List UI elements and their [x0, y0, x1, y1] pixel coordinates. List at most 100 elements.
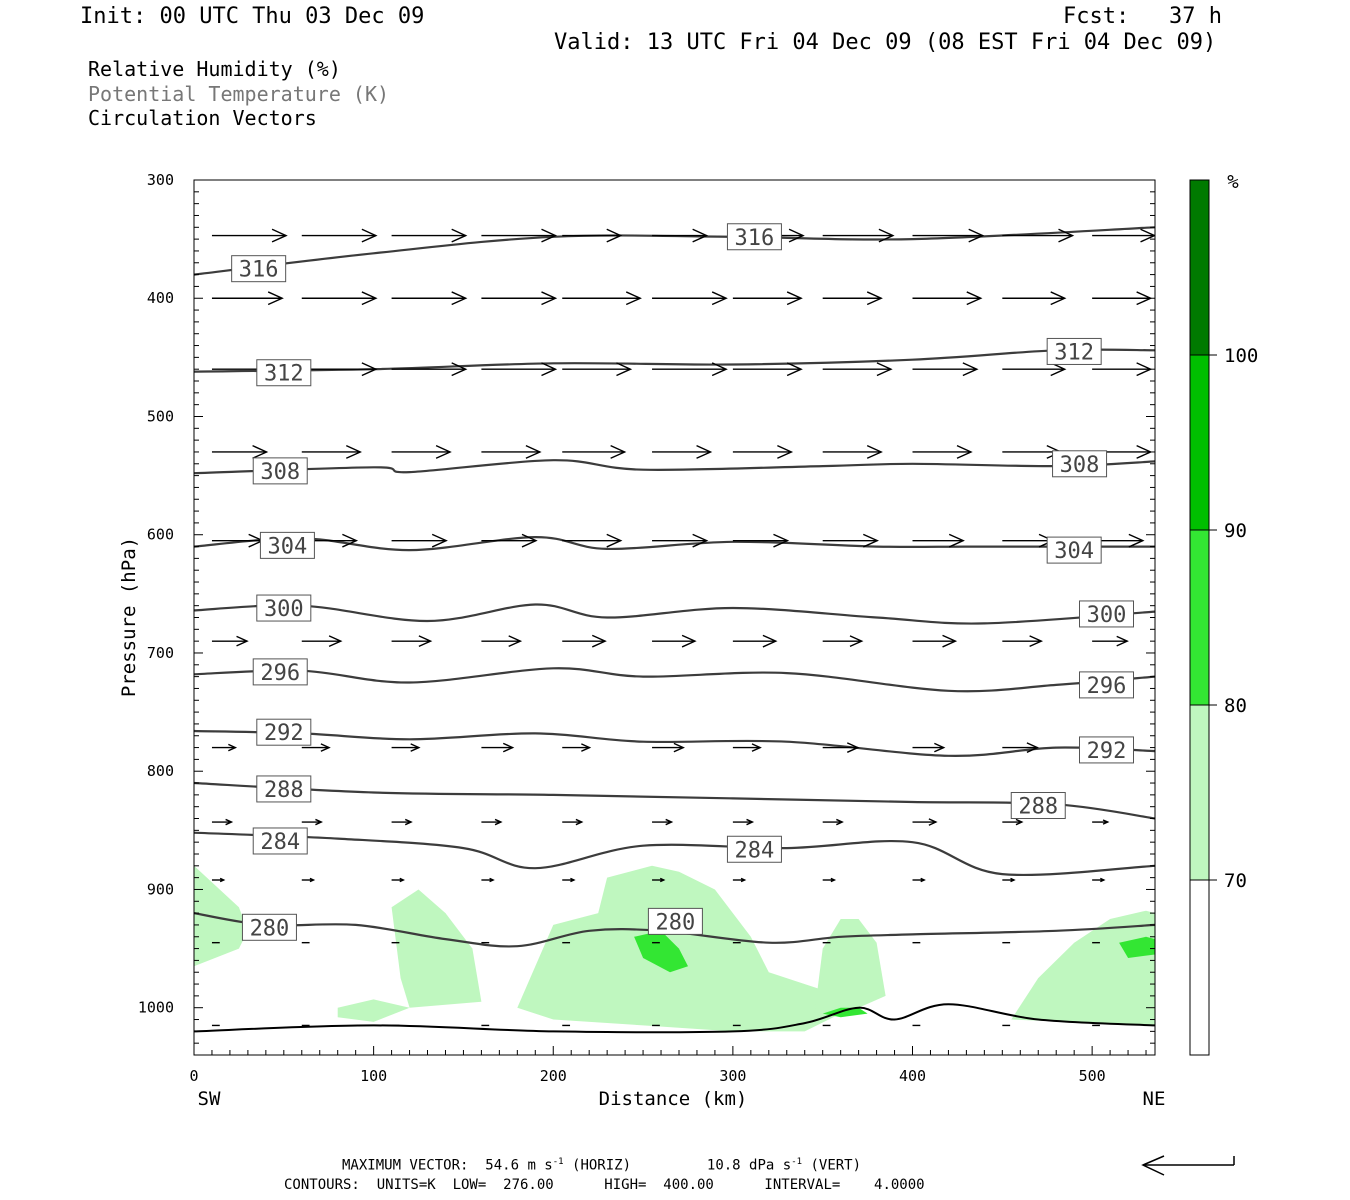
contour-label-292: 292: [1079, 736, 1135, 764]
rh-region-70-1: [391, 889, 482, 1008]
colorbar-level-label: 70: [1224, 870, 1247, 892]
vector-arrow: [562, 445, 627, 459]
vector-arrow: [652, 634, 697, 648]
valid-time: Valid: 13 UTC Fri 04 Dec 09 (08 EST Fri …: [554, 30, 1217, 55]
rh-shading: [194, 865, 1155, 1032]
contour-label-284: 284: [252, 827, 308, 855]
isentropes: [194, 226, 1155, 948]
vector-arrow: [562, 291, 642, 306]
vector-arrow: [912, 228, 985, 243]
y-tick-label: 400: [147, 289, 174, 307]
max-vector-line: MAXIMUM VECTOR: 54.6 m s-1 (HORIZ) 10.8 …: [342, 1157, 862, 1174]
vector-arrow: [1092, 877, 1106, 883]
contour-label-308: 308: [252, 457, 308, 485]
contour-label-280: 280: [647, 907, 703, 935]
x-tick-label: 400: [899, 1067, 926, 1085]
contour-label-316: 316: [231, 255, 287, 283]
vector-arrow: [1002, 742, 1040, 753]
vector-arrow: [732, 743, 762, 752]
vector-arrow: [652, 228, 709, 243]
contour-label-316: 316: [726, 223, 782, 251]
x-tick-label: 100: [360, 1067, 387, 1085]
colorbar-frame: [1189, 179, 1210, 1056]
vector-arrow: [652, 742, 685, 753]
contour-label-text: 296: [1087, 674, 1127, 699]
contour-label-300: 300: [256, 594, 312, 622]
y-axis-label: Pressure (hPa): [118, 537, 140, 697]
vector-arrow: [652, 533, 709, 548]
contours-info: CONTOURS: UNITS=K LOW= 276.00 HIGH= 400.…: [284, 1177, 925, 1193]
vector-arrow: [912, 533, 965, 548]
vector-arrow: [912, 877, 926, 883]
contour-label-text: 280: [250, 916, 290, 941]
vector-arrow: [1092, 635, 1129, 647]
vector-arrow: [652, 362, 728, 377]
vector-arrow: [301, 228, 378, 243]
x-tick-label: 200: [540, 1067, 567, 1085]
vector-arrow: [301, 362, 378, 377]
isentrope-296: [194, 667, 1155, 693]
init-time: Init: 00 UTC Thu 03 Dec 09: [80, 4, 425, 29]
vector-arrow: [481, 362, 558, 377]
x-tick-label: 500: [1079, 1067, 1106, 1085]
vector-arrow: [301, 291, 378, 306]
vector-arrow: [1002, 362, 1067, 377]
vector-arrow: [481, 877, 495, 883]
vector-arrow: [211, 743, 238, 752]
colorbar-level-label: 80: [1224, 695, 1247, 717]
horiz-unit: (HORIZ): [572, 1157, 632, 1174]
colorbar: 70 80 90 100: [1189, 179, 1258, 1056]
vector-arrow: [301, 445, 362, 459]
vector-arrow: [822, 228, 895, 243]
contour-label-300: 300: [1079, 600, 1135, 628]
vector-arrow: [1002, 818, 1024, 826]
vector-arrow: [301, 818, 323, 826]
contour-label-text: 316: [239, 258, 279, 283]
vector-arrow: [391, 818, 413, 826]
contour-label-text: 312: [1054, 340, 1094, 365]
vector-arrow: [1002, 877, 1016, 883]
vector-arrow: [732, 818, 755, 826]
forecast-hour: Fcst: 37 h: [1063, 4, 1222, 29]
vector-arrow: [481, 818, 503, 826]
field-rh-label: Relative Humidity (%): [88, 57, 341, 81]
x-tick-label: 300: [719, 1067, 746, 1085]
vector-arrow: [912, 742, 946, 753]
contour-label-text: 312: [264, 362, 304, 387]
rh-region-70-0: [194, 865, 248, 967]
vector-arrow: [391, 635, 433, 648]
vector-arrow: [391, 228, 468, 243]
vector-arrow: [481, 635, 523, 648]
vector-arrow: [822, 742, 860, 753]
contour-label-text: 280: [656, 910, 696, 935]
isentrope-292: [194, 729, 1155, 757]
rh-region-70-3: [813, 919, 886, 1020]
vector-arrow: [391, 743, 421, 752]
contour-label-text: 304: [1054, 539, 1094, 564]
vector-arrow: [481, 533, 538, 548]
vector-arrow: [822, 818, 844, 826]
isentrope-308: [194, 459, 1155, 475]
vector-arrow: [912, 362, 979, 377]
axes: 0 100 200 300 400 500 300 400 500 600 700 800 900 100…: [138, 171, 1155, 1085]
contour-label-296: 296: [1079, 671, 1135, 699]
isentrope-280: [194, 912, 1155, 948]
contour-label-288: 288: [1010, 792, 1066, 820]
contour-label-312: 312: [256, 359, 312, 387]
vector-arrow: [211, 228, 288, 243]
y-tick-label: 800: [147, 762, 174, 780]
contour-label-312: 312: [1046, 337, 1102, 365]
field-theta-label: Potential Temperature (K): [88, 82, 390, 106]
contour-label-text: 308: [260, 460, 300, 485]
vector-arrow: [1092, 291, 1153, 306]
contour-label-304: 304: [1046, 536, 1102, 564]
vector-arrow: [1002, 228, 1075, 243]
vector-arrow: [822, 445, 883, 459]
colorbar-segment: [1190, 705, 1209, 880]
vector-arrow: [562, 533, 623, 548]
vector-arrow: [822, 533, 879, 548]
vector-arrow: [481, 228, 558, 243]
vector-arrow: [211, 635, 249, 647]
vector-arrow: [481, 445, 542, 459]
